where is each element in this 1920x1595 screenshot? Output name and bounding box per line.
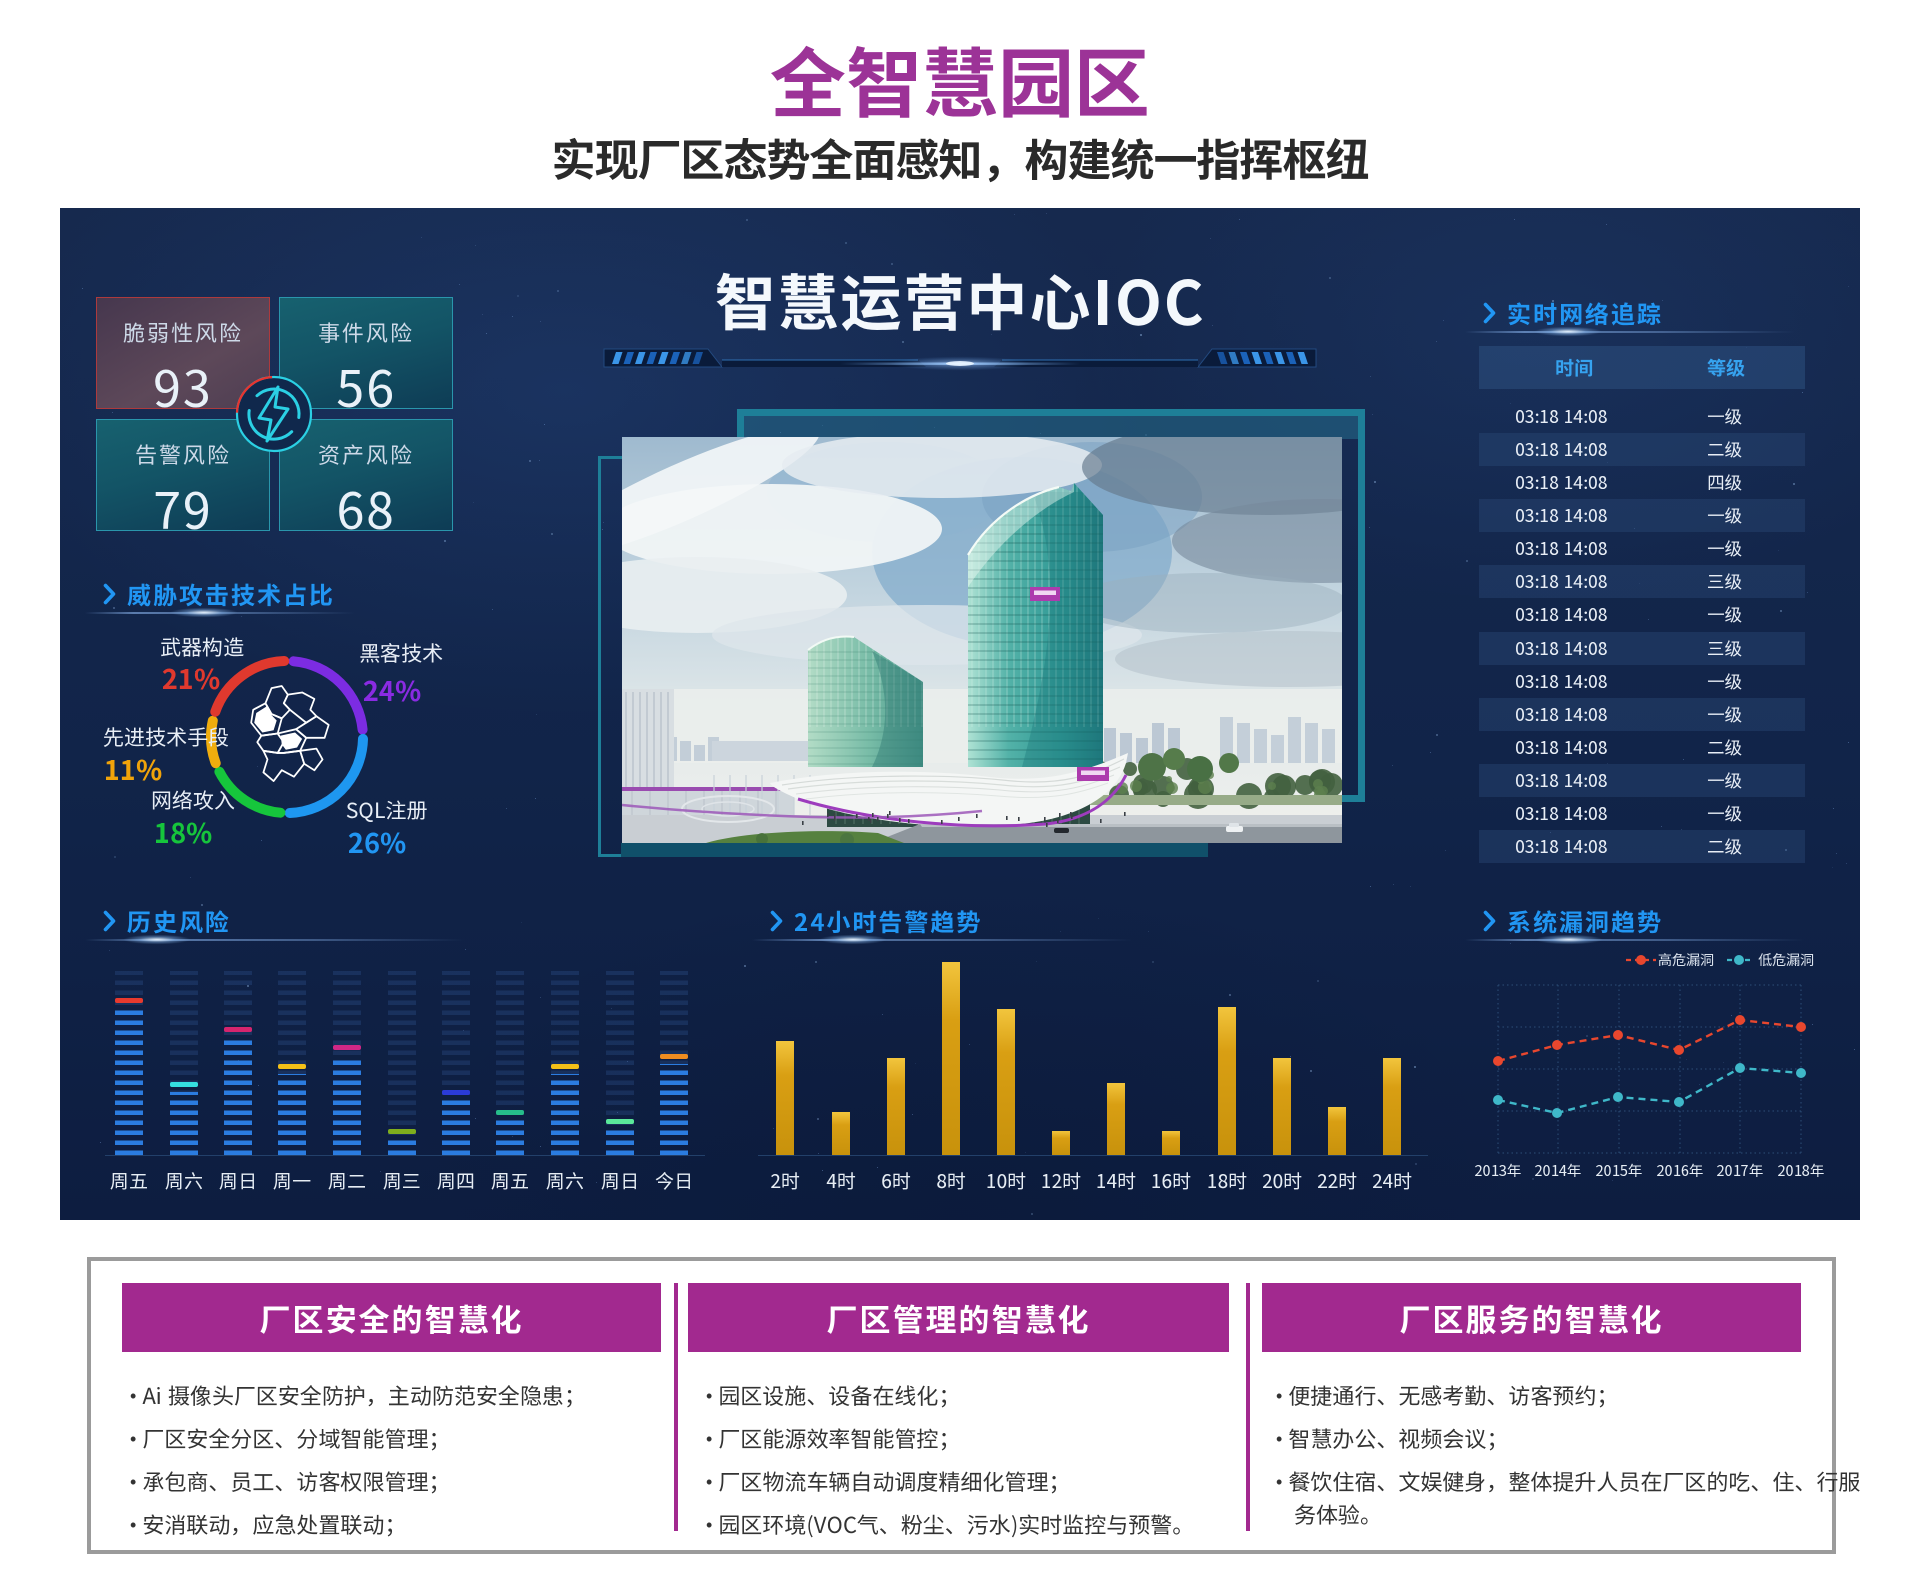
- svg-text:2016年: 2016年: [1657, 1160, 1704, 1181]
- svg-text:2018年: 2018年: [1778, 1160, 1825, 1181]
- svg-text:2017年: 2017年: [1717, 1160, 1764, 1181]
- svg-text:2014年: 2014年: [1535, 1160, 1582, 1181]
- svg-text:2013年: 2013年: [1475, 1160, 1522, 1181]
- svg-text:高危漏洞: 高危漏洞: [1658, 950, 1714, 970]
- svg-text:2015年: 2015年: [1596, 1160, 1643, 1181]
- svg-text:低危漏洞: 低危漏洞: [1757, 950, 1814, 970]
